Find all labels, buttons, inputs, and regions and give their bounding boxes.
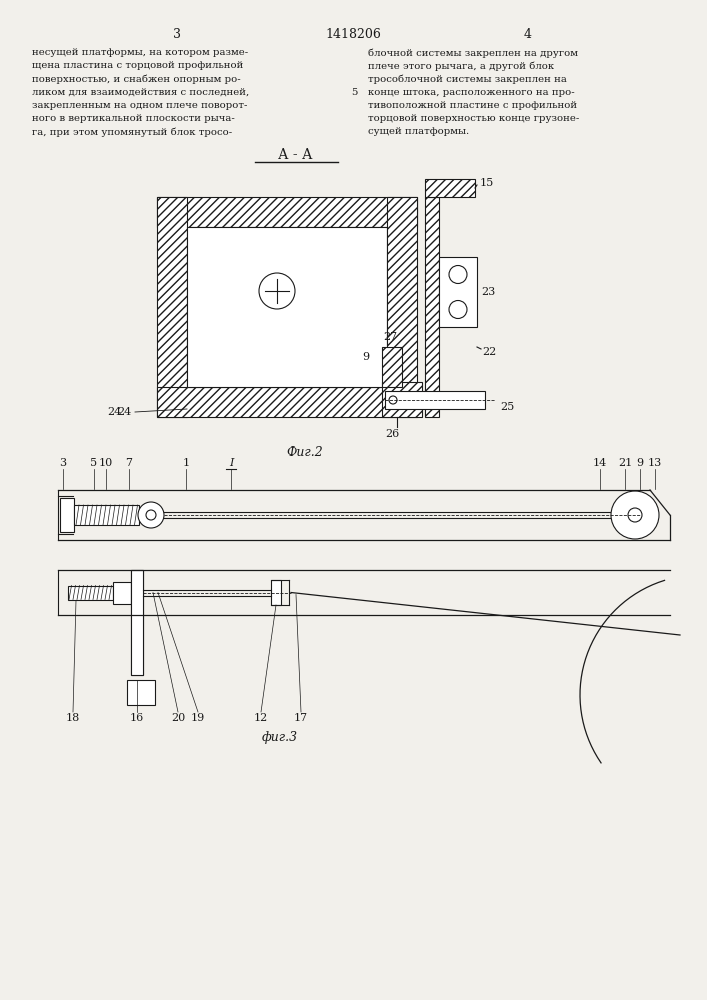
Text: сущей платформы.: сущей платформы. [368,127,469,136]
Bar [271,580,281,605]
Bar [68,585,113,599]
Bar [131,570,143,675]
Text: 26: 26 [385,429,399,439]
Text: 20: 20 [171,713,185,723]
Text: 10: 10 [99,458,113,468]
Bar [382,347,402,387]
Text: 23: 23 [481,287,495,297]
Text: тивоположной пластине с профильной: тивоположной пластине с профильной [368,101,577,110]
Text: несущей платформы, на котором разме-: несущей платформы, на котором разме- [32,48,248,57]
Text: 15: 15 [480,178,494,188]
Text: 5: 5 [90,458,98,468]
Text: 19: 19 [191,713,205,723]
Text: ликом для взаимодействия с последней,: ликом для взаимодействия с последней, [32,88,250,97]
Text: фиг.3: фиг.3 [262,731,298,744]
Text: А - А: А - А [278,148,312,162]
Text: 18: 18 [66,713,80,723]
Text: торцовой поверхностью конце грузоне-: торцовой поверхностью конце грузоне- [368,114,579,123]
Text: 16: 16 [130,713,144,723]
Bar [74,505,139,525]
Bar [127,680,155,705]
Bar [387,197,417,387]
Text: 17: 17 [294,713,308,723]
Circle shape [449,265,467,284]
Text: 13: 13 [648,458,662,468]
Text: 5: 5 [351,88,357,97]
Text: 7: 7 [126,458,132,468]
Text: 25: 25 [500,402,514,412]
Text: закрепленным на одном плече поворот-: закрепленным на одном плече поворот- [32,101,247,110]
Bar [425,179,475,197]
Text: 22: 22 [482,347,496,357]
Text: 1418206: 1418206 [325,27,381,40]
Text: 9: 9 [362,352,369,362]
Bar [60,498,74,532]
Circle shape [259,273,295,309]
Text: 14: 14 [593,458,607,468]
Circle shape [449,300,467,318]
Circle shape [389,396,397,404]
Text: 24: 24 [118,407,132,417]
Text: трособлочной системы закреплен на: трособлочной системы закреплен на [368,74,567,84]
Bar [157,197,417,227]
Text: поверхностью, и снабжен опорным ро-: поверхностью, и снабжен опорным ро- [32,74,240,84]
Text: 24: 24 [107,407,122,417]
Text: 12: 12 [254,713,268,723]
Text: плече этого рычага, а другой блок: плече этого рычага, а другой блок [368,61,554,71]
Circle shape [146,510,156,520]
Text: 21: 21 [618,458,632,468]
Text: Фиг.2: Фиг.2 [286,446,323,458]
Bar [157,387,417,417]
Text: 9: 9 [636,458,643,468]
Text: конце штока, расположенного на про-: конце штока, расположенного на про- [368,88,575,97]
Text: 27: 27 [383,332,397,342]
Bar [131,570,143,675]
Text: ного в вертикальной плоскости рыча-: ного в вертикальной плоскости рыча- [32,114,235,123]
Circle shape [628,508,642,522]
Bar [157,197,187,417]
Text: блочной системы закреплен на другом: блочной системы закреплен на другом [368,48,578,57]
Circle shape [611,491,659,539]
Bar [113,582,131,603]
Bar [187,227,387,387]
Bar [425,197,439,417]
Text: 3: 3 [59,458,66,468]
Text: га, при этом упомянутый блок тросо-: га, при этом упомянутый блок тросо- [32,127,232,137]
Bar [439,257,477,327]
Text: I: I [229,458,233,468]
Text: 3: 3 [173,27,181,40]
Bar [382,382,422,417]
Bar [385,391,485,409]
Text: 4: 4 [524,27,532,40]
Text: 1: 1 [182,458,189,468]
Text: щена пластина с торцовой профильной: щена пластина с торцовой профильной [32,61,243,70]
Circle shape [138,502,164,528]
